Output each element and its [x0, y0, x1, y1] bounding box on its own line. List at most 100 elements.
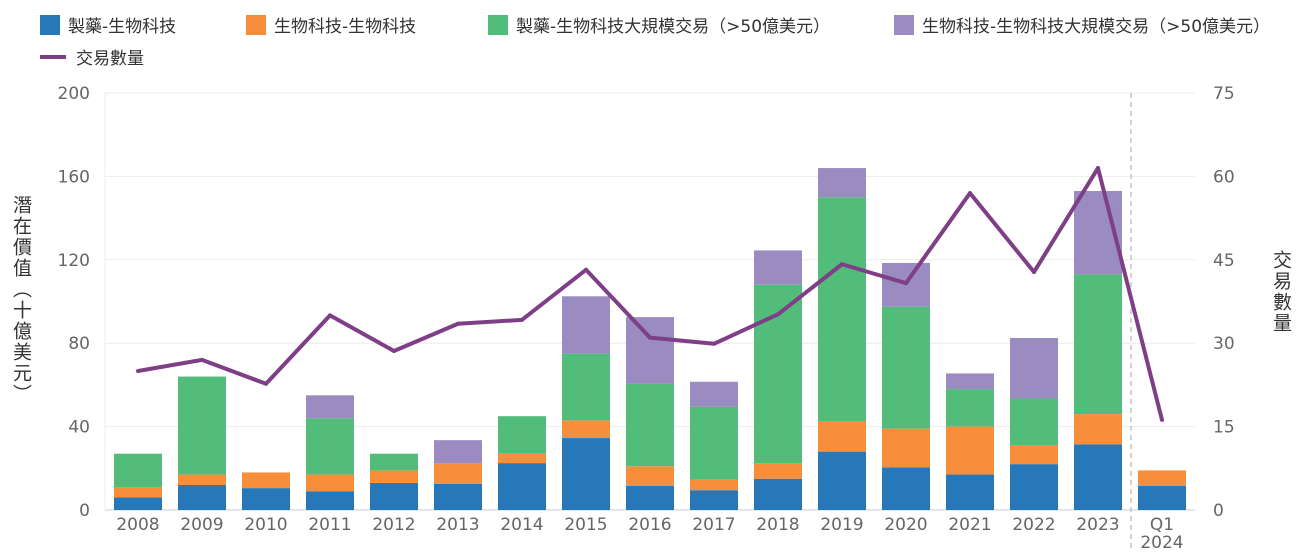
y2-tick-label: 60 [1213, 167, 1235, 187]
bar-2014-series-1 [498, 453, 546, 464]
bar-2008-series-2 [114, 453, 162, 488]
bar-2009-series-2 [178, 376, 226, 475]
deal-count-point [520, 317, 524, 322]
legend-item-pharma-biotech-mega: 製藥-生物科技大規模交易（>50億美元） [488, 12, 830, 37]
legend-swatch [894, 14, 914, 35]
bar-2012-series-1 [370, 470, 418, 483]
bar-2022-series-1 [1010, 445, 1058, 465]
bar-2020-series-2 [882, 306, 930, 429]
bar-2019-series-2 [818, 197, 866, 422]
bar-Q1-2024-series-1 [1138, 470, 1186, 487]
bar-2016-series-2 [626, 383, 674, 467]
legend-item-deal-count: 交易數量 [40, 44, 144, 69]
deal-count-point [712, 341, 716, 346]
y2-tick-label: 30 [1213, 334, 1235, 354]
deal-count-point [136, 369, 140, 373]
x-tick-label: 2020 [884, 515, 927, 535]
x-tick-label: 2024 [1140, 533, 1183, 553]
x-tick-label: 2019 [820, 515, 863, 535]
legend-label: 製藥-生物科技 [68, 17, 177, 37]
bar-2011-series-0 [306, 491, 354, 510]
bar-2015-series-0 [562, 438, 610, 510]
deal-count-point [200, 357, 204, 362]
y-axis-title: 潛在價值（十億美元） [10, 195, 32, 405]
bar-2012-series-0 [370, 482, 418, 510]
legend-label: 製藥-生物科技大規模交易（>50億美元） [516, 17, 831, 37]
deal-count-point [776, 312, 780, 317]
legend-item-pharma-biotech: 製藥-生物科技 [40, 12, 176, 37]
bar-2008-series-0 [114, 497, 162, 510]
legend-item-biotech-biotech: 生物科技-生物科技 [246, 12, 416, 37]
y-tick-label: 120 [58, 251, 90, 271]
deal-count-point [584, 267, 588, 272]
bar-2013-series-1 [434, 463, 482, 484]
x-tick-label: 2011 [308, 515, 351, 535]
legend-swatch [246, 14, 266, 35]
bar-2013-series-3 [434, 440, 482, 464]
bar-2015-series-3 [562, 296, 610, 354]
deal-count-point [968, 191, 972, 196]
y-tick-label: 0 [79, 501, 90, 521]
x-tick-label: 2012 [372, 515, 415, 535]
bar-2023-series-2 [1074, 274, 1122, 415]
x-tick-label: 2018 [756, 515, 799, 535]
y-tick-label: 80 [68, 334, 90, 354]
bar-2021-series-2 [946, 389, 994, 427]
legend-line-swatch [40, 54, 66, 59]
bar-2018-series-3 [754, 250, 802, 285]
bar-2018-series-0 [754, 478, 802, 510]
bar-2009-series-1 [178, 474, 226, 485]
x-tick-label: 2017 [692, 515, 735, 535]
y-tick-label: 40 [68, 418, 90, 438]
bar-2022-series-0 [1010, 464, 1058, 510]
x-tick-label: 2023 [1076, 515, 1119, 535]
deal-count-point [456, 321, 460, 326]
bar-2018-series-1 [754, 463, 802, 479]
legend-swatch [40, 14, 60, 35]
bar-2017-series-3 [690, 381, 738, 407]
bar-2008-series-1 [114, 487, 162, 498]
bar-2011-series-3 [306, 395, 354, 419]
x-tick-label: 2013 [436, 515, 479, 535]
bar-2018-series-2 [754, 284, 802, 464]
x-tick-label: 2014 [500, 515, 543, 535]
deal-count-point [1096, 166, 1100, 171]
bar-2014-series-2 [498, 416, 546, 454]
bar-2015-series-2 [562, 353, 610, 421]
legend-label: 生物科技-生物科技大規模交易（>50億美元） [922, 17, 1271, 37]
bar-2019-series-3 [818, 168, 866, 198]
legend-item-biotech-biotech-mega: 生物科技-生物科技大規模交易（>50億美元） [894, 12, 1270, 37]
x-tick-label: 2010 [244, 515, 287, 535]
bar-2016-series-3 [626, 317, 674, 384]
bar-2019-series-0 [818, 451, 866, 510]
y2-tick-label: 45 [1213, 251, 1235, 271]
bar-2015-series-1 [562, 420, 610, 439]
x-tick-label: 2009 [180, 515, 223, 535]
x-tick-label: Q1 [1150, 515, 1174, 535]
y2-tick-label: 75 [1213, 84, 1235, 104]
legend-label: 生物科技-生物科技 [274, 17, 417, 37]
bar-2017-series-0 [690, 490, 738, 510]
bar-2023-series-1 [1074, 414, 1122, 445]
bar-2021-series-0 [946, 474, 994, 510]
x-tick-label: 2021 [948, 515, 991, 535]
bar-2010-series-0 [242, 488, 290, 510]
bar-2013-series-0 [434, 483, 482, 510]
x-tick-label: 2008 [116, 515, 159, 535]
x-tick-label: 2015 [564, 515, 607, 535]
bar-2012-series-2 [370, 453, 418, 471]
y-tick-label: 200 [58, 84, 90, 104]
bar-2010-series-1 [242, 472, 290, 489]
bar-2023-series-0 [1074, 444, 1122, 510]
y-tick-label: 160 [58, 167, 90, 187]
legend-swatch [488, 14, 508, 35]
legend-label: 交易數量 [76, 49, 144, 69]
bar-2020-series-1 [882, 428, 930, 468]
bar-2022-series-2 [1010, 398, 1058, 446]
deal-count-point [264, 381, 268, 386]
bar-2020-series-0 [882, 467, 930, 510]
bar-2011-series-2 [306, 418, 354, 475]
bar-Q1-2024-series-0 [1138, 486, 1186, 510]
